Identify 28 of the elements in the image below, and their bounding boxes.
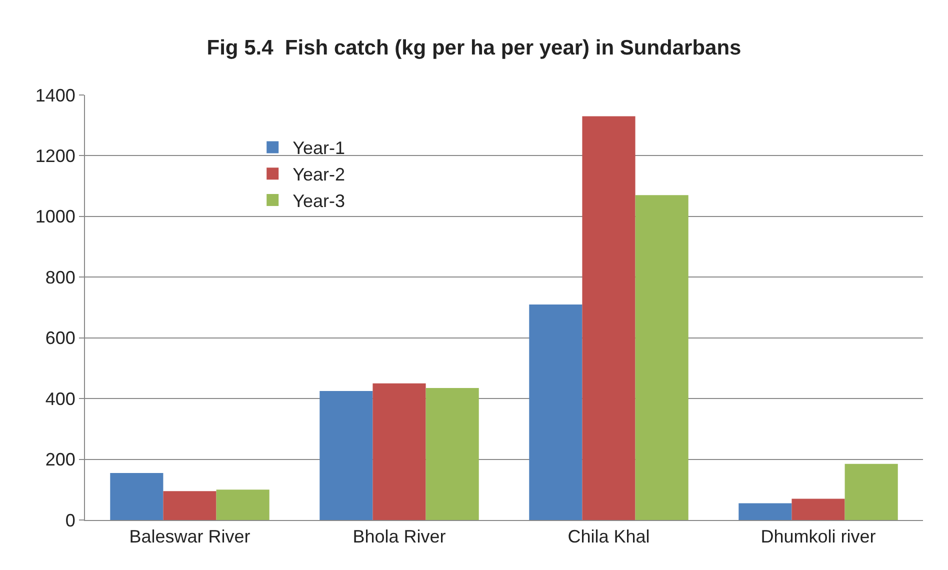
bar [110, 472, 164, 520]
bar [635, 195, 688, 520]
legend-label: Year-3 [292, 191, 345, 212]
bar [163, 491, 216, 520]
y-tick-label: 1200 [35, 146, 76, 166]
x-tick-label: Bhola River [352, 526, 446, 547]
bar [426, 388, 479, 520]
y-tick-label: 600 [45, 328, 76, 348]
y-tick-label: 400 [45, 388, 76, 409]
bar [792, 498, 845, 520]
x-tick-label: Baleswar River [129, 526, 250, 547]
bar [372, 383, 426, 520]
y-tick-label: 0 [65, 510, 76, 530]
bar [582, 116, 636, 520]
y-tick-label: 1000 [35, 206, 76, 227]
y-tick-label: 200 [45, 450, 76, 470]
legend-label: Year-1 [292, 138, 345, 158]
bar [844, 464, 898, 520]
bar [216, 490, 270, 520]
bar [320, 390, 373, 520]
y-tick-label: 800 [45, 267, 76, 288]
x-tick-label: Dhumkoli river [760, 526, 876, 547]
legend-label: Year-2 [292, 164, 345, 185]
chart-title: Fig 5.4 Fish catch (kg per ha per year) in Sundarbans [206, 36, 742, 60]
x-tick-label: Chila Khal [568, 526, 650, 547]
bar [529, 304, 582, 520]
y-tick-label: 1400 [35, 85, 76, 106]
bar [738, 503, 792, 520]
